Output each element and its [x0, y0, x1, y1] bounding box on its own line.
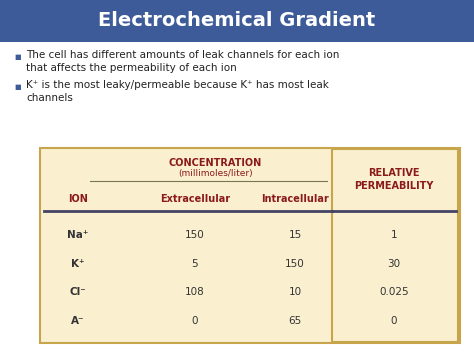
Text: Na⁺: Na⁺	[67, 230, 89, 240]
Text: ION: ION	[68, 194, 88, 204]
Text: 30: 30	[387, 259, 401, 269]
Text: 0.025: 0.025	[379, 287, 409, 297]
Text: 0: 0	[391, 316, 397, 326]
Text: 150: 150	[285, 259, 305, 269]
Text: channels: channels	[26, 93, 73, 103]
Text: K⁺ is the most leaky/permeable because K⁺ has most leak: K⁺ is the most leaky/permeable because K…	[26, 80, 329, 90]
Text: The cell has different amounts of leak channels for each ion: The cell has different amounts of leak c…	[26, 50, 339, 60]
Text: RELATIVE
PERMEABILITY: RELATIVE PERMEABILITY	[354, 168, 434, 191]
Text: Intracellular: Intracellular	[261, 194, 329, 204]
Text: 10: 10	[289, 287, 301, 297]
Text: Cl⁻: Cl⁻	[70, 287, 86, 297]
Text: ■: ■	[14, 54, 21, 60]
Text: Electrochemical Gradient: Electrochemical Gradient	[99, 11, 375, 31]
Text: Extracellular: Extracellular	[160, 194, 230, 204]
Text: 150: 150	[185, 230, 205, 240]
Bar	[332, 149, 458, 342]
Bar	[0, 0, 474, 42]
Text: CONCENTRATION: CONCENTRATION	[169, 158, 262, 168]
Bar	[40, 148, 460, 343]
Text: 65: 65	[288, 316, 301, 326]
Text: 5: 5	[191, 259, 198, 269]
Text: 1: 1	[391, 230, 397, 240]
Text: ■: ■	[14, 84, 21, 90]
Text: K⁺: K⁺	[71, 259, 85, 269]
Text: 15: 15	[288, 230, 301, 240]
Text: (millimoles/liter): (millimoles/liter)	[178, 169, 253, 178]
Text: 108: 108	[185, 287, 205, 297]
Text: that affects the permeability of each ion: that affects the permeability of each io…	[26, 63, 237, 73]
Text: 0: 0	[192, 316, 198, 326]
Text: A⁻: A⁻	[71, 316, 85, 326]
